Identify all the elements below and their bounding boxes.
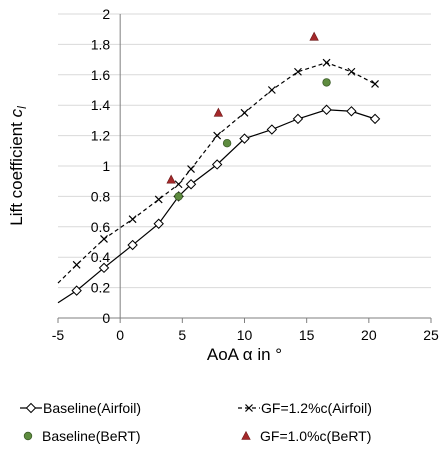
data-point [322, 78, 331, 87]
data-point [222, 138, 232, 148]
data-point [239, 133, 250, 144]
y-tick-label: 0.4 [91, 249, 111, 265]
data-point [128, 215, 137, 224]
y-tick-label: 2 [102, 6, 110, 22]
x-marker-stroke [100, 235, 108, 243]
y-tick-label: 0.8 [91, 188, 111, 204]
x-marker-stroke [240, 108, 249, 117]
legend-item: Baseline(Airfoil) [20, 400, 141, 416]
data-point [174, 180, 183, 189]
legend-marker [23, 431, 33, 441]
data-point [240, 108, 249, 117]
x-marker-stroke [213, 131, 222, 140]
data-point [154, 195, 163, 204]
data-point [100, 235, 108, 243]
x-axis-title: AoA α in ° [207, 345, 282, 364]
x-tick-label: 25 [423, 327, 439, 343]
y-tick-label: 1.6 [91, 67, 111, 83]
series-line [57, 62, 376, 284]
y-tick-label: 0.2 [91, 280, 111, 296]
data-point [369, 113, 381, 125]
x-tick-label: 10 [237, 327, 253, 343]
x-tick-label: 15 [299, 327, 315, 343]
data-point [371, 79, 379, 88]
y-axis-title-main: Lift coefficient [7, 117, 26, 225]
data-point [346, 106, 357, 117]
x-marker-stroke [128, 215, 137, 224]
x-marker-stroke [371, 79, 379, 88]
y-tick-label: 1 [102, 158, 110, 174]
data-point [292, 113, 304, 125]
data-point [347, 67, 356, 76]
data-point [321, 104, 332, 115]
x-tick-label: 0 [116, 327, 124, 343]
x-marker-stroke [154, 195, 163, 204]
data-point [71, 285, 82, 296]
data-point [187, 165, 195, 173]
x-marker-stroke [322, 58, 331, 67]
y-tick-label: 0.6 [91, 219, 111, 235]
data-point [127, 239, 138, 251]
x-marker-stroke [294, 67, 302, 76]
series-layer [57, 31, 381, 304]
y-tick-label: 1.8 [91, 36, 111, 52]
data-point [267, 86, 276, 94]
y-axis-title-symbol: c [7, 108, 26, 117]
legend-item: GF=1.0%c(BeRT) [241, 428, 371, 444]
data-point [322, 58, 331, 67]
y-tick-labels: 0 0.2 0.4 0.6 0.8 1 1.2 1.4 1.6 1.8 2 [91, 6, 111, 326]
series-1 [57, 58, 379, 284]
y-tick-label: 0 [102, 310, 110, 326]
legend-label: Baseline(BeRT) [42, 428, 141, 444]
x-tick-label: 5 [178, 327, 186, 343]
data-point [211, 159, 223, 170]
x-marker-stroke [72, 260, 81, 269]
gridlines [58, 13, 431, 289]
y-tick-label: 1.2 [91, 128, 111, 144]
x-marker-stroke [347, 67, 356, 76]
data-point [213, 107, 224, 117]
legend-item: GF=1.2%c(Airfoil) [238, 400, 372, 416]
series-3 [166, 31, 319, 184]
data-point [166, 174, 176, 184]
x-marker-stroke [267, 86, 276, 94]
data-point [213, 131, 222, 140]
data-point [98, 262, 110, 274]
data-point [174, 192, 183, 201]
series-line [57, 109, 376, 304]
legend-label: Baseline(Airfoil) [43, 400, 141, 416]
series-0 [57, 104, 381, 304]
x-tick-label: 20 [361, 327, 377, 343]
y-tick-label: 1.4 [91, 97, 111, 113]
data-point [294, 67, 302, 76]
legend-marker [25, 402, 37, 414]
x-marker-stroke [187, 165, 195, 173]
data-point [185, 179, 197, 190]
x-tick-label: -5 [52, 327, 65, 343]
data-point [309, 31, 319, 41]
series-2 [174, 78, 331, 201]
y-axis-title: Lift coefficient cl [7, 106, 29, 226]
legend-label: GF=1.2%c(Airfoil) [261, 400, 372, 416]
x-marker-stroke [245, 404, 253, 412]
legend-marker [245, 404, 253, 412]
data-point [153, 218, 164, 229]
data-point [72, 260, 81, 269]
legend: Baseline(Airfoil) GF=1.2%c(Airfoil) Baseli… [20, 400, 372, 444]
x-marker-stroke [174, 180, 183, 189]
legend-label: GF=1.0%c(BeRT) [260, 428, 371, 444]
x-tick-labels: -5 0 5 10 15 20 25 [52, 318, 439, 343]
legend-marker [241, 430, 251, 440]
data-point [266, 124, 278, 135]
legend-item: Baseline(BeRT) [23, 428, 141, 444]
y-axis-title-subscript: l [15, 106, 29, 109]
